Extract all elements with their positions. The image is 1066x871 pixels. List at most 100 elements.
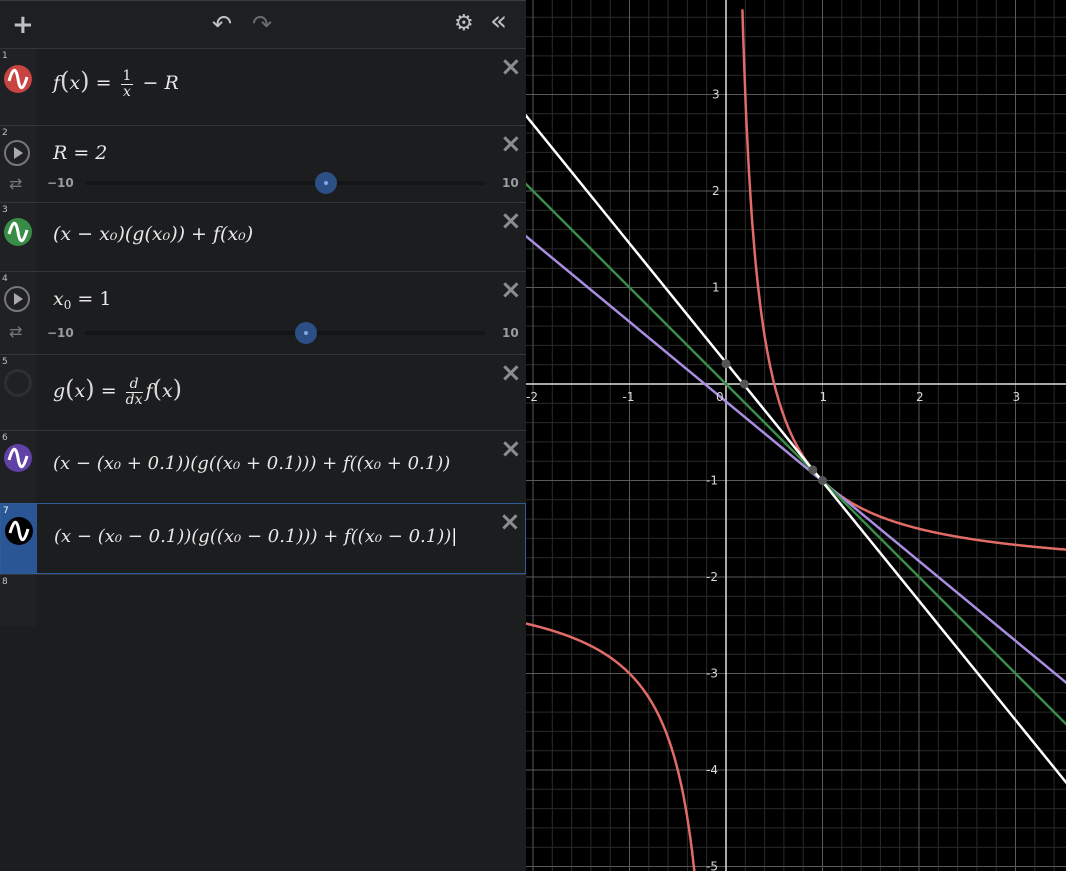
expression-latex[interactable]: g(x) = d dx f(x) bbox=[53, 375, 183, 408]
expr-token: x bbox=[53, 288, 64, 310]
expression-row-3[interactable]: 3 (x − x₀)(g(x₀)) + f(x₀) × bbox=[0, 202, 526, 271]
expr-token: x bbox=[161, 380, 173, 402]
slider-track[interactable] bbox=[85, 181, 485, 185]
expression-number: 4 bbox=[2, 274, 8, 284]
expression-latex[interactable]: (x − x₀)(g(x₀)) + f(x₀) bbox=[53, 223, 253, 245]
expression-gutter: 5 bbox=[0, 355, 36, 430]
axes bbox=[526, 0, 1066, 871]
expression-gutter: 1 bbox=[0, 49, 36, 125]
add-expression-button[interactable]: + bbox=[12, 10, 34, 40]
delete-expression-icon[interactable]: × bbox=[500, 129, 522, 159]
expr-token: − bbox=[142, 72, 159, 94]
play-icon[interactable] bbox=[4, 286, 30, 312]
y-tick-label: -4 bbox=[706, 763, 718, 777]
x-tick-label: 0 bbox=[716, 390, 724, 404]
expression-latex[interactable]: x0 = 1 bbox=[53, 288, 111, 312]
expression-row-8[interactable]: 8 bbox=[0, 574, 526, 626]
expression-gutter: 3 bbox=[0, 203, 36, 271]
expr-subscript: 0 bbox=[63, 298, 72, 312]
expr-token: x bbox=[74, 380, 86, 402]
expression-row-2[interactable]: 2 ⇄ R = 2 −10 10 × bbox=[0, 125, 526, 202]
y-tick-label: -1 bbox=[706, 474, 718, 488]
slider-min[interactable]: −10 bbox=[47, 326, 74, 340]
y-tick-label: 1 bbox=[712, 281, 720, 295]
expr-text: (x − (x₀ − 0.1))(g((x₀ − 0.1))) + f((x₀ … bbox=[54, 526, 452, 547]
undo-icon[interactable]: ↶ bbox=[212, 10, 233, 38]
slider-max[interactable]: 10 bbox=[502, 326, 519, 340]
text-cursor: | bbox=[451, 526, 458, 547]
hidden-graph-icon[interactable] bbox=[4, 369, 32, 397]
intercept-point bbox=[818, 476, 827, 485]
expr-token: = bbox=[100, 380, 117, 402]
slider-handle[interactable] bbox=[295, 322, 317, 344]
y-tick-label: 3 bbox=[712, 88, 720, 102]
wave-icon[interactable] bbox=[4, 444, 32, 472]
expression-gutter: 4 ⇄ bbox=[0, 272, 36, 354]
wave-icon[interactable] bbox=[4, 65, 32, 93]
slider-max[interactable]: 10 bbox=[502, 176, 519, 190]
delete-expression-icon[interactable]: × bbox=[500, 275, 522, 305]
expr-text: (x − x₀)(g(x₀)) + f(x₀) bbox=[53, 223, 254, 245]
frac-denominator: dx bbox=[125, 391, 143, 408]
expression-number: 1 bbox=[2, 51, 8, 61]
loop-icon[interactable]: ⇄ bbox=[9, 174, 23, 193]
expression-number: 5 bbox=[2, 357, 8, 367]
slider-min[interactable]: −10 bbox=[47, 176, 74, 190]
major-gridlines bbox=[526, 0, 1066, 871]
curves[interactable] bbox=[526, 9, 1066, 871]
slider-handle[interactable] bbox=[315, 172, 337, 194]
expression-latex[interactable]: (x − (x₀ − 0.1))(g((x₀ − 0.1))) + f((x₀ … bbox=[54, 526, 457, 547]
frac-numerator: d bbox=[129, 375, 139, 392]
collapse-panel-icon[interactable]: « bbox=[490, 4, 508, 37]
play-icon[interactable] bbox=[4, 140, 30, 166]
expression-row-5[interactable]: 5 g(x) = d dx f(x) × bbox=[0, 354, 526, 430]
expression-number: 6 bbox=[2, 433, 8, 443]
expression-number: 2 bbox=[2, 128, 8, 138]
expression-row-4[interactable]: 4 ⇄ x0 = 1 −10 10 × bbox=[0, 271, 526, 354]
expr-token: f bbox=[145, 380, 153, 402]
expression-gutter: 6 bbox=[0, 431, 36, 503]
delete-expression-icon[interactable]: × bbox=[500, 52, 522, 82]
y-tick-label: -5 bbox=[706, 860, 718, 871]
delete-expression-icon[interactable]: × bbox=[500, 206, 522, 236]
delete-expression-icon[interactable]: × bbox=[500, 358, 522, 388]
delete-expression-icon[interactable]: × bbox=[499, 507, 521, 537]
x-tick-label: -2 bbox=[526, 390, 538, 404]
y-tick-label: 2 bbox=[712, 184, 720, 198]
expr-token: = 1 bbox=[77, 288, 112, 310]
expression-number: 7 bbox=[3, 506, 9, 516]
expr-token: f bbox=[53, 72, 61, 94]
redo-icon[interactable]: ↷ bbox=[252, 10, 273, 38]
wave-icon[interactable] bbox=[4, 218, 32, 246]
x-tick-label: -1 bbox=[623, 390, 635, 404]
expression-latex[interactable]: (x − (x₀ + 0.1))(g((x₀ + 0.1))) + f((x₀ … bbox=[53, 453, 450, 474]
y-tick-label: -2 bbox=[706, 570, 718, 584]
expr-token: = bbox=[95, 72, 112, 94]
expr-text: (x − (x₀ + 0.1))(g((x₀ + 0.1))) + f((x₀ … bbox=[53, 453, 451, 474]
fraction: d dx bbox=[125, 375, 143, 408]
expression-gutter: 2 ⇄ bbox=[0, 126, 36, 202]
delete-expression-icon[interactable]: × bbox=[500, 434, 522, 464]
expression-row-6[interactable]: 6 (x − (x₀ + 0.1))(g((x₀ + 0.1))) + f((x… bbox=[0, 430, 526, 503]
loop-icon[interactable]: ⇄ bbox=[9, 322, 23, 341]
expression-toolbar: + ↶ ↷ ⚙ « bbox=[0, 0, 526, 48]
graph-canvas[interactable]: -2 -1 0 1 2 3 3 2 1 -1 -2 -3 -4 -5 bbox=[526, 0, 1066, 871]
expr-token: g bbox=[53, 380, 66, 402]
f-curve-right-branch bbox=[741, 9, 1066, 551]
x-tick-label: 2 bbox=[916, 390, 924, 404]
expression-latex[interactable]: R = 2 bbox=[53, 142, 107, 164]
tangent-line bbox=[526, 182, 1066, 726]
slider-track[interactable] bbox=[85, 331, 485, 335]
wave-icon[interactable] bbox=[5, 517, 33, 545]
frac-numerator: 1 bbox=[120, 67, 134, 85]
settings-icon[interactable]: ⚙ bbox=[454, 11, 474, 36]
expression-row-7[interactable]: 7 (x − (x₀ − 0.1))(g((x₀ − 0.1))) + f((x… bbox=[0, 503, 526, 574]
frac-denominator: x bbox=[123, 83, 131, 100]
expression-number: 8 bbox=[2, 577, 8, 587]
expression-gutter: 7 bbox=[1, 504, 37, 573]
intercept-point bbox=[808, 465, 818, 475]
